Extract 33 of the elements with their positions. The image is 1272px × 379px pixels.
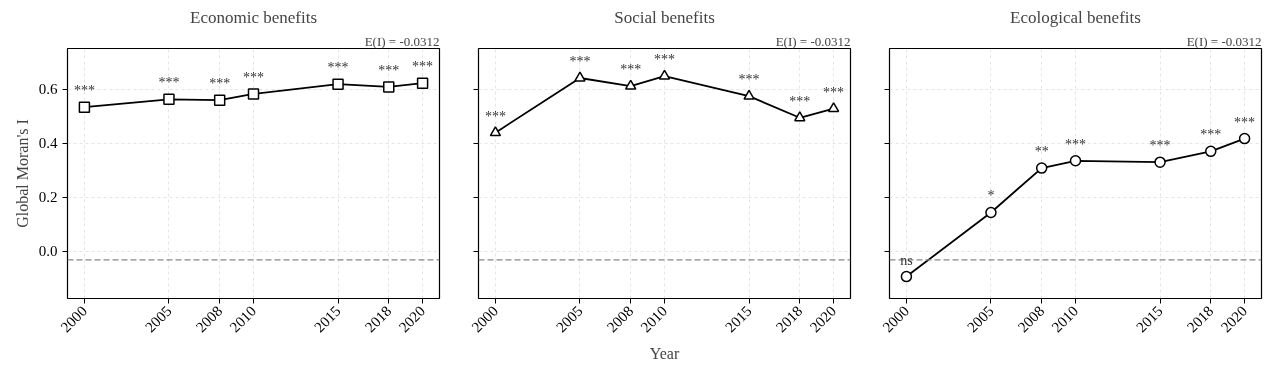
chart-title: Economic benefits — [190, 7, 318, 27]
y-tick-label: 0.2 — [38, 189, 58, 206]
annotation: *** — [789, 93, 811, 109]
annotation: *** — [327, 60, 349, 76]
annotation: *** — [73, 83, 95, 99]
annotation: *** — [243, 69, 264, 85]
text: E(I) = -0.0312 — [1186, 33, 1262, 49]
annotation: *** — [1065, 136, 1086, 152]
annotation: *** — [569, 53, 591, 69]
annotation: *** — [158, 75, 180, 91]
annotation: *** — [209, 76, 231, 92]
annotation: *** — [620, 62, 642, 78]
annotation: *** — [412, 59, 434, 75]
y-tick-label: 0.0 — [38, 243, 58, 260]
chart-title: Ecological benefits — [1010, 7, 1141, 27]
annotation: *** — [484, 108, 506, 124]
annotation: *** — [654, 52, 675, 68]
annotation: *** — [823, 84, 845, 100]
chart-title: Social benefits — [614, 7, 715, 27]
annotation: *** — [1149, 138, 1171, 154]
y-axis-title: Global Moran's I — [13, 119, 31, 228]
annotation: ** — [1034, 144, 1049, 160]
annotation: *** — [738, 72, 760, 88]
annotation: *** — [1200, 127, 1222, 143]
x-axis-title: Year — [649, 344, 680, 362]
annotation: * — [987, 188, 995, 204]
annotation: ns — [900, 252, 913, 268]
annotation: *** — [378, 62, 400, 78]
y-tick-label: 0.4 — [38, 135, 58, 152]
annotation: *** — [1234, 114, 1256, 130]
text: E(I) = -0.0312 — [775, 33, 851, 49]
text: E(I) = -0.0312 — [364, 33, 440, 49]
y-tick-label: 0.6 — [38, 81, 58, 98]
